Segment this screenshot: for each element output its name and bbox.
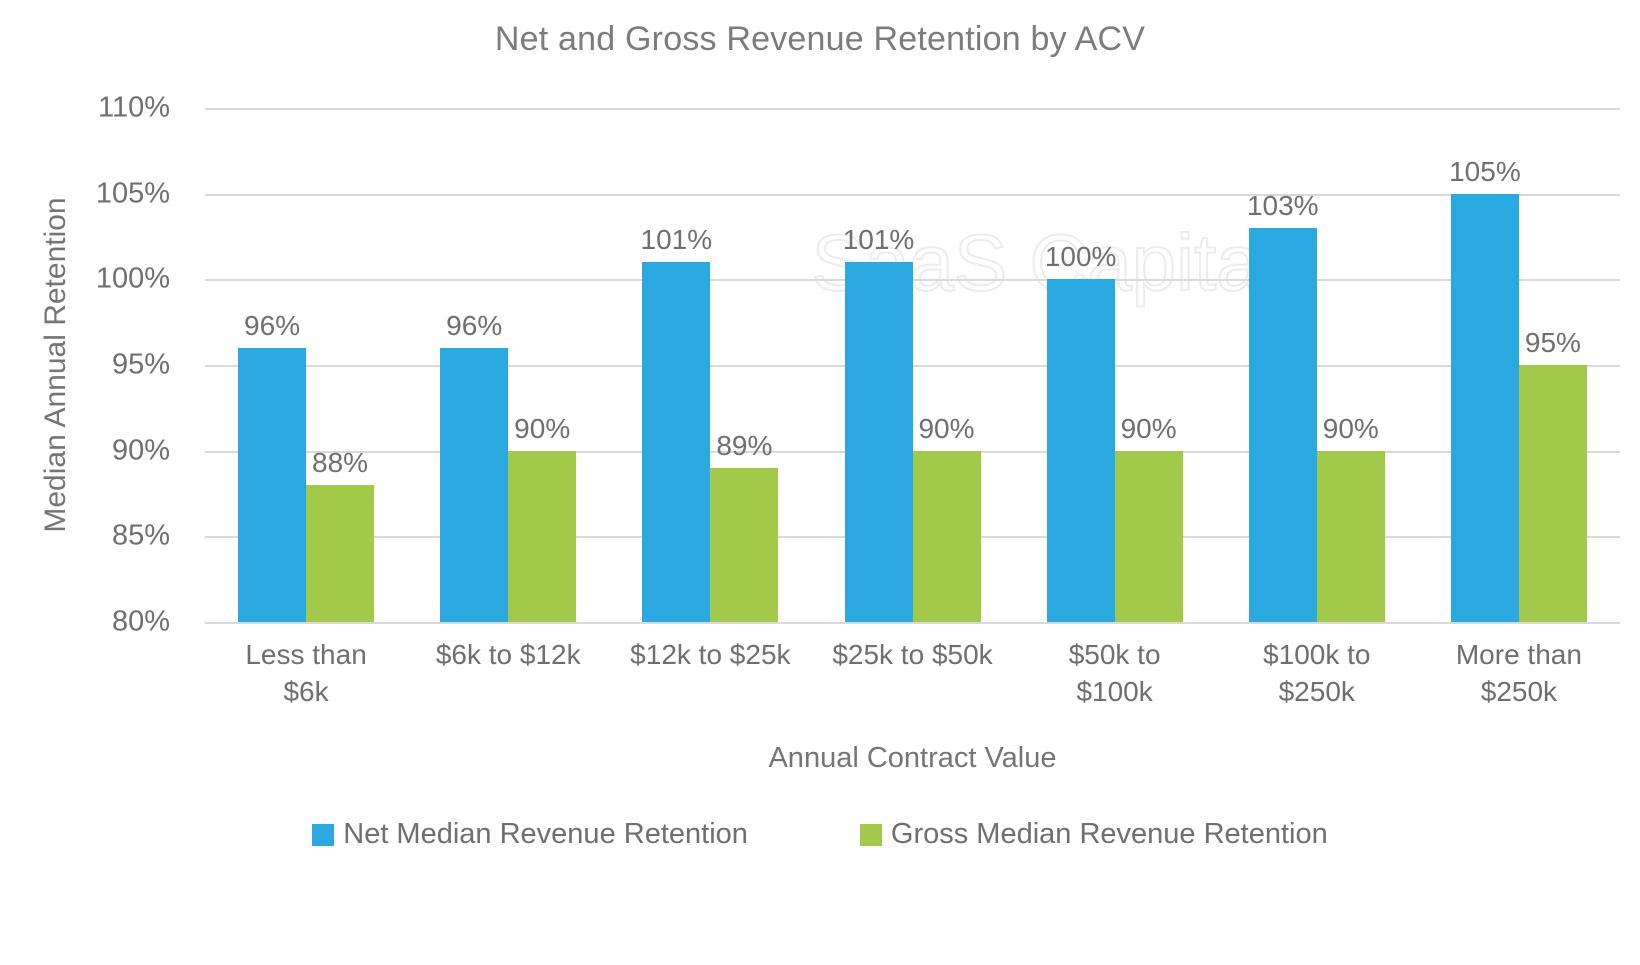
data-label-net-1: 96% <box>446 309 503 341</box>
x-tick-label-6: More than $250k <box>1418 636 1620 710</box>
bar-net-4 <box>1046 279 1115 622</box>
x-tick-label-text: $12k to $25k <box>630 639 791 670</box>
data-label-gross-2: 89% <box>716 429 773 461</box>
x-tick-label-text: $100k to $250k <box>1263 639 1371 708</box>
data-label-gross-0: 88% <box>312 446 369 478</box>
x-axis-tick-labels: Less than $6k $6k to $12k $12k to $25k $25k… <box>205 636 1620 710</box>
y-tick-label: 105% <box>95 177 170 210</box>
data-label-gross-5: 90% <box>1322 412 1379 444</box>
legend-label: Gross Median Revenue Retention <box>890 818 1328 850</box>
data-label-gross-6: 95% <box>1524 327 1581 358</box>
x-tick-label-text: $50k to $100k <box>1068 639 1161 708</box>
legend-marker-icon <box>859 823 882 846</box>
bar-net-5 <box>1248 227 1317 622</box>
legend-marker-icon <box>312 823 335 846</box>
data-label-gross-4: 90% <box>1120 412 1177 444</box>
x-tick-label-text: $6k to $12k <box>435 639 581 670</box>
data-label-net-0: 96% <box>244 309 301 341</box>
y-tick-label: 90% <box>111 434 170 467</box>
legend-item-net: Net Median Revenue Retention <box>312 818 748 851</box>
gridline <box>205 108 1620 110</box>
chart-legend: Net Median Revenue Retention Gross Median… <box>0 818 1640 851</box>
bar-gross-3 <box>912 450 981 622</box>
bar-gross-6 <box>1518 365 1587 622</box>
y-tick-label: 95% <box>111 348 170 381</box>
bar-gross-4 <box>1114 450 1183 622</box>
data-label-gross-3: 90% <box>918 412 975 444</box>
y-tick-label: 100% <box>95 262 170 295</box>
x-tick-label-0: Less than $6k <box>205 636 407 710</box>
bar-net-6 <box>1450 193 1519 622</box>
bar-gross-5 <box>1316 450 1385 622</box>
data-label-gross-1: 90% <box>514 412 571 444</box>
x-axis-title: Annual Contract Value <box>768 742 1057 774</box>
bar-net-0 <box>238 347 307 622</box>
y-tick-label: 110% <box>97 91 170 124</box>
y-tick-label: 80% <box>111 605 170 638</box>
x-tick-label-5: $100k to $250k <box>1216 636 1418 710</box>
x-tick-label-text: More than $250k <box>1455 639 1582 708</box>
gridline <box>205 365 1620 367</box>
data-label-net-2: 101% <box>640 224 713 256</box>
gridline <box>205 622 1620 624</box>
x-tick-label-2: $12k to $25k <box>609 636 811 710</box>
bar-gross-1 <box>508 450 577 622</box>
y-axis-tick-labels: 110% 105% 100% 95% 90% 85% 80% <box>0 92 170 638</box>
x-tick-label-1: $6k to $12k <box>407 636 609 710</box>
data-label-net-3: 101% <box>842 224 915 256</box>
chart-title: Net and Gross Revenue Retention by ACV <box>494 20 1146 58</box>
gridline <box>205 193 1620 196</box>
x-tick-label-text: Less than $6k <box>245 639 367 708</box>
bar-gross-0 <box>306 484 375 622</box>
legend-label: Net Median Revenue Retention <box>343 818 748 850</box>
data-label-net-4: 100% <box>1044 241 1117 273</box>
x-tick-label-3: $25k to $50k <box>811 636 1013 710</box>
bar-net-1 <box>440 347 509 622</box>
x-tick-label-4: $50k to $100k <box>1014 636 1216 710</box>
data-label-net-5: 103% <box>1246 189 1319 221</box>
bar-gross-2 <box>710 467 779 622</box>
bar-net-2 <box>642 262 711 622</box>
x-tick-label-text: $25k to $50k <box>832 639 993 670</box>
plot-area: SaaS Capital 96% 88% 96% 90% 101% 89% 101% 90% 1… <box>205 108 1620 624</box>
legend-item-gross: Gross Median Revenue Retention <box>859 818 1328 851</box>
bar-net-3 <box>844 262 913 622</box>
gridline <box>205 279 1620 282</box>
data-label-net-6: 105% <box>1449 155 1521 187</box>
y-tick-label: 85% <box>111 519 170 552</box>
